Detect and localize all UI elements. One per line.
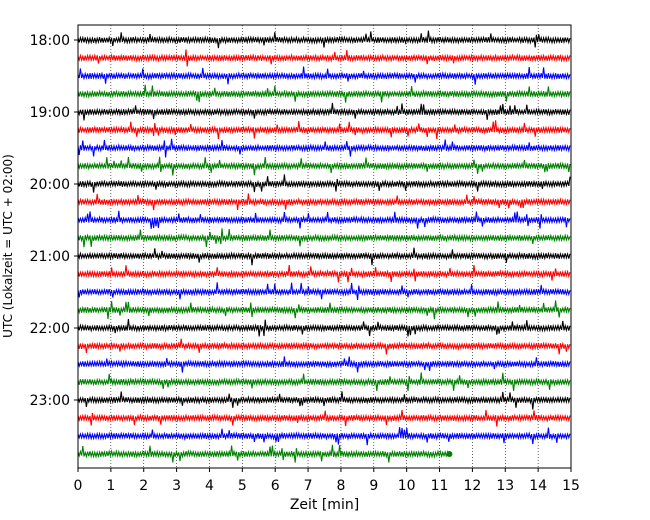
- x-tick-label: 5: [238, 478, 247, 494]
- y-tick-label: 21:00: [30, 249, 70, 265]
- trace-line: [77, 444, 450, 463]
- trace-line: [77, 300, 571, 320]
- y-tick-label: 19:00: [30, 105, 70, 121]
- trace-line: [77, 84, 571, 103]
- y-tick-label: 23:00: [30, 393, 70, 409]
- x-tick-label: 7: [304, 478, 313, 494]
- x-axis: 0 1 2 3 4 5 6 7 8 9 10 11 12 13 14 15: [74, 468, 580, 494]
- trace-line: [77, 174, 571, 193]
- trace-line: [77, 264, 571, 283]
- x-axis-label: Zeit [min]: [290, 497, 359, 513]
- x-tick-label: 12: [463, 478, 481, 494]
- y-axis: 18:00 19:00 20:00 21:00 22:00 23:00: [30, 33, 78, 409]
- x-tick-label: 9: [369, 478, 378, 494]
- trace-line: [77, 228, 571, 248]
- trace-line: [77, 427, 571, 446]
- trace-line: [77, 356, 571, 373]
- trace-line: [77, 120, 571, 140]
- x-tick-label: 4: [205, 478, 214, 494]
- x-tick-label: 6: [271, 478, 280, 494]
- trace-line: [77, 30, 571, 49]
- y-axis-label: UTC (Lokalzeit = UTC + 02:00): [1, 154, 15, 338]
- trace-line: [77, 138, 571, 158]
- trace-line: [77, 66, 571, 85]
- trace-line: [77, 156, 571, 176]
- x-tick-label: 11: [431, 478, 449, 494]
- x-tick-label: 15: [562, 478, 580, 494]
- traces: [77, 30, 571, 463]
- trace-line: [77, 319, 571, 337]
- x-tick-label: 1: [106, 478, 115, 494]
- trace-line: [77, 282, 571, 300]
- x-tick-label: 0: [74, 478, 83, 494]
- y-tick-label: 18:00: [30, 33, 70, 49]
- trace-line: [77, 391, 571, 410]
- y-tick-label: 20:00: [30, 177, 70, 193]
- trace-line: [77, 372, 571, 392]
- trace-line: [77, 338, 571, 355]
- x-tick-label: 10: [398, 478, 416, 494]
- x-tick-label: 8: [336, 478, 345, 494]
- trace-line: [77, 193, 571, 211]
- plot-frame: [77, 24, 572, 469]
- grid-lines: [110, 25, 539, 468]
- trace-line: [77, 409, 571, 427]
- trace-line: [77, 102, 571, 121]
- x-tick-label: 2: [139, 478, 148, 494]
- x-tick-label: 14: [529, 478, 547, 494]
- x-tick-label: 13: [496, 478, 514, 494]
- trace-line: [77, 210, 571, 229]
- y-tick-label: 22:00: [30, 321, 70, 337]
- trace-line: [77, 49, 571, 67]
- x-tick-label: 3: [172, 478, 181, 494]
- trace-end-marker: [446, 451, 453, 457]
- trace-line: [77, 247, 571, 266]
